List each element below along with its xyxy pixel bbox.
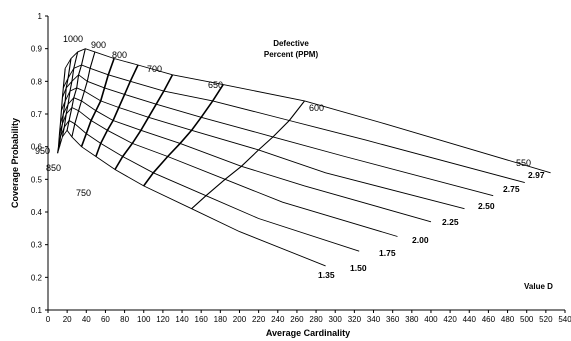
x-tick-label: 220: [252, 315, 266, 324]
y-tick-label: 0.3: [31, 241, 43, 250]
y-tick-label: 1: [38, 12, 43, 21]
d-label-2.00: 2.00: [412, 235, 429, 245]
x-tick-label: 480: [501, 315, 515, 324]
y-tick-label: 0.8: [31, 77, 43, 86]
x-tick-label: 520: [539, 315, 553, 324]
x-tick-label: 400: [424, 315, 438, 324]
ppm-label-1000: 1000: [63, 34, 83, 44]
y-ticks: 0.1 0.2 0.3 0.4 0.5 0.6 0.7 0.8 0.9 1: [31, 12, 48, 315]
x-tick-label: 380: [405, 315, 419, 324]
axis-frame: [47, 16, 565, 311]
ppm-label-800: 800: [112, 50, 127, 60]
annotation-defective-line1: Defective: [273, 39, 309, 48]
d-label-1.75: 1.75: [379, 248, 396, 258]
d-label-2.50: 2.50: [478, 201, 495, 211]
x-tick-label: 300: [329, 315, 343, 324]
annotation-defective-line2: Percent (PPM): [264, 50, 319, 59]
x-axis-label: Average Cardinality: [266, 328, 350, 338]
constant-ppm-curve-900: [61, 51, 79, 138]
constant-ppm-curve-800: [71, 51, 96, 138]
annotation-value-d: Value D: [524, 282, 553, 291]
constant-ppm-curve-600: [143, 84, 224, 187]
y-tick-label: 0.4: [31, 208, 43, 217]
x-tick-label: 320: [348, 315, 362, 324]
x-tick-label: 80: [120, 315, 129, 324]
ppm-labels: 1000 900 800 700 650 600 550 950 850 750: [35, 34, 531, 198]
x-tick-label: 460: [482, 315, 496, 324]
ppm-label-650: 650: [208, 80, 223, 90]
x-tick-label: 0: [46, 315, 51, 324]
y-tick-label: 0.5: [31, 175, 43, 184]
ppm-label-950: 950: [35, 146, 50, 156]
ppm-label-850: 850: [46, 163, 61, 173]
x-ticks: 0 20 40 60 80 100 120 140 160 180 200 220 240 260 280 3…: [46, 310, 571, 324]
x-tick-label: 280: [309, 315, 323, 324]
y-tick-label: 0.1: [31, 306, 43, 315]
ppm-label-900: 900: [91, 40, 106, 50]
constant-ppm-curve-750: [80, 58, 115, 147]
d-label-2.25: 2.25: [442, 217, 459, 227]
constant-d-curve-2.97: [64, 48, 551, 174]
y-tick-label: 0.2: [31, 273, 43, 282]
constant-d-curve-2.50: [61, 74, 494, 197]
x-tick-label: 180: [214, 315, 228, 324]
x-tick-label: 100: [137, 315, 151, 324]
constant-ppm-curve-950: [58, 58, 72, 147]
constant-d-curve-1.35: [57, 129, 326, 267]
constant-ppm-curve-1000: [57, 68, 66, 154]
x-tick-label: 340: [367, 315, 381, 324]
constant-ppm-curve-850: [66, 48, 86, 131]
x-tick-label: 540: [558, 315, 571, 324]
ppm-label-700: 700: [147, 64, 162, 74]
y-tick-label: 0.9: [31, 45, 43, 54]
x-tick-label: 440: [463, 315, 477, 324]
y-tick-label: 0.7: [31, 110, 43, 119]
ppm-label-550: 550: [516, 158, 531, 168]
constant-ppm-curve-650: [114, 74, 174, 170]
y-axis-label: Coverage Probability: [10, 118, 20, 208]
d-value-labels: 1.35 1.50 1.75 2.00 2.25 2.50 2.75 2.97: [318, 170, 545, 280]
constant-ppm-curve-550: [191, 100, 306, 210]
x-tick-label: 240: [271, 315, 285, 324]
x-tick-label: 20: [63, 315, 72, 324]
x-tick-label: 360: [386, 315, 400, 324]
ppm-label-600: 600: [309, 103, 324, 113]
y-tick-label: 0.6: [31, 143, 43, 152]
constant-d-curve-2.00: [59, 97, 432, 223]
x-tick-label: 200: [233, 315, 247, 324]
d-label-2.75: 2.75: [503, 184, 520, 194]
d-label-2.97: 2.97: [528, 170, 545, 180]
constant-d-curve-1.50: [58, 119, 360, 252]
x-tick-label: 260: [290, 315, 304, 324]
x-tick-label: 120: [156, 315, 170, 324]
constant-d-curve-2.75: [62, 64, 525, 184]
x-tick-label: 140: [175, 315, 189, 324]
d-label-1.50: 1.50: [350, 263, 367, 273]
d-label-1.35: 1.35: [318, 270, 335, 280]
constant-ppm-curve-700: [95, 64, 139, 157]
x-tick-label: 500: [520, 315, 534, 324]
x-tick-label: 420: [443, 315, 457, 324]
x-tick-label: 160: [195, 315, 209, 324]
x-tick-label: 60: [101, 315, 110, 324]
constant-d-curve-2.25: [60, 87, 465, 210]
ppm-label-750: 750: [76, 188, 91, 198]
chart-lines: [57, 48, 551, 267]
x-tick-label: 40: [82, 315, 91, 324]
